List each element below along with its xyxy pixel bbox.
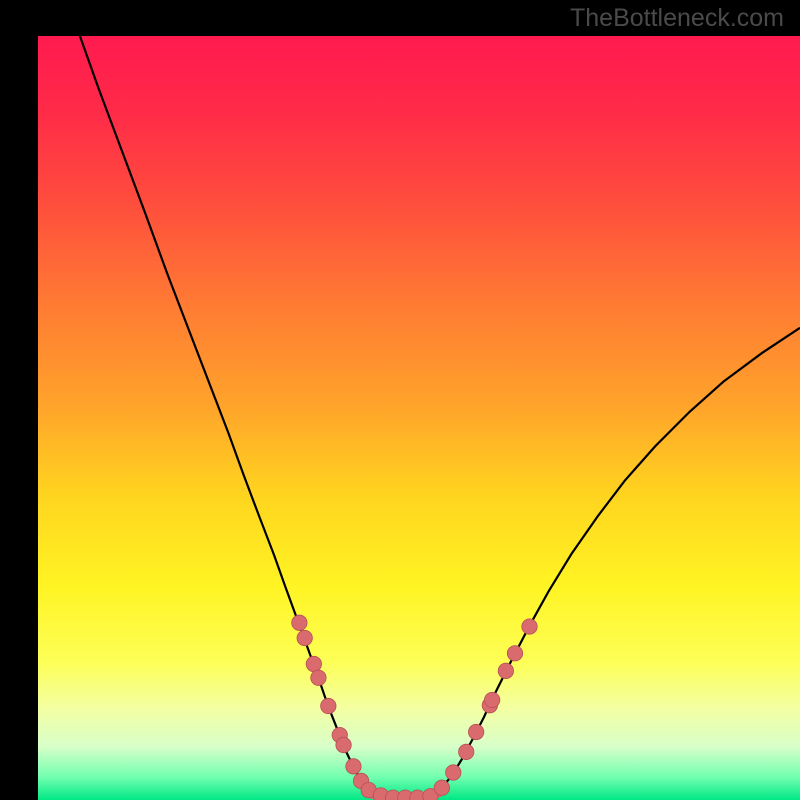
data-marker: [446, 765, 461, 780]
watermark-text: TheBottleneck.com: [570, 4, 784, 33]
data-marker: [507, 646, 522, 661]
data-marker: [498, 663, 513, 678]
data-marker: [484, 692, 499, 707]
data-marker: [311, 670, 326, 685]
bottleneck-chart: [0, 0, 800, 800]
chart-container: TheBottleneck.com: [0, 0, 800, 800]
data-marker: [297, 630, 312, 645]
data-marker: [321, 698, 336, 713]
data-marker: [336, 737, 351, 752]
plot-background: [38, 36, 800, 800]
data-marker: [434, 780, 449, 795]
data-marker: [346, 759, 361, 774]
data-marker: [459, 744, 474, 759]
data-marker: [292, 615, 307, 630]
data-marker: [306, 656, 321, 671]
data-marker: [468, 724, 483, 739]
data-marker: [522, 619, 537, 634]
